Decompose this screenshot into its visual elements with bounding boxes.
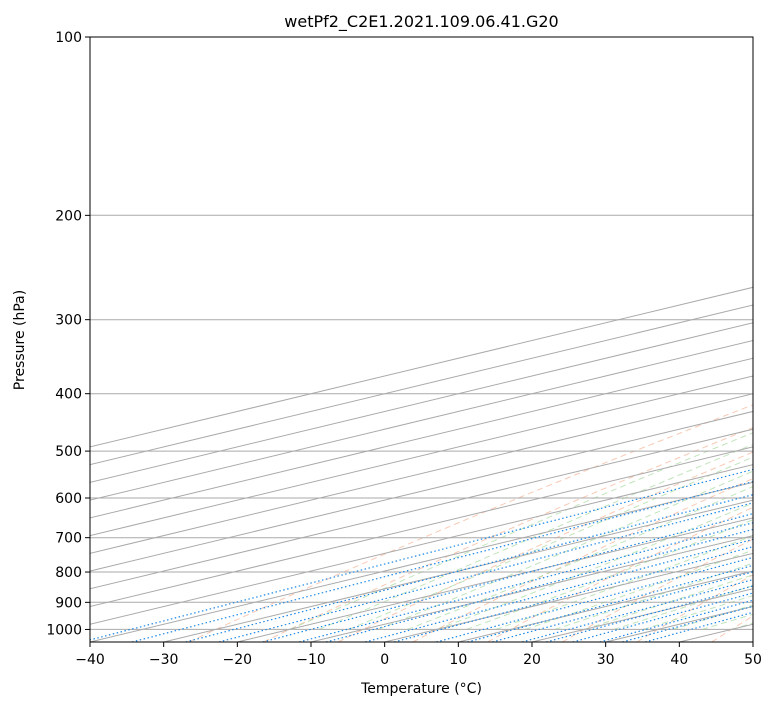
mixing-ratio-line xyxy=(645,611,753,642)
x-tick-label: −40 xyxy=(75,652,105,668)
isotherm-line xyxy=(90,393,753,554)
mixing-ratio-line xyxy=(325,528,753,642)
isotherm-line xyxy=(90,464,753,625)
y-tick-label: 800 xyxy=(55,565,82,581)
mixing-ratio-line xyxy=(218,502,753,642)
y-tick-label: 1000 xyxy=(46,622,82,638)
mixing-ratio-line xyxy=(185,494,753,642)
moist-adiabat xyxy=(495,535,753,630)
plot-frame xyxy=(89,36,754,643)
y-tick-label: 100 xyxy=(55,30,82,46)
moist-adiabat xyxy=(377,470,753,630)
dry-adiabat xyxy=(188,404,753,642)
dry-adiabat xyxy=(337,451,753,642)
x-tick-label: −10 xyxy=(296,652,326,668)
y-tick-label: 500 xyxy=(55,444,82,460)
x-axis: −40 −30 −20 −10 0 10 20 30 40 50 xyxy=(75,642,762,668)
moist-adiabat xyxy=(554,562,753,630)
isotherm-line xyxy=(90,322,753,483)
moist-adiabat xyxy=(318,443,753,630)
mixing-ratio-line xyxy=(365,538,753,642)
y-tick-label: 600 xyxy=(55,491,82,507)
y-tick-label: 400 xyxy=(55,387,82,403)
y-axis: 1000 900 800 700 600 500 400 300 200 100 xyxy=(46,30,90,638)
x-axis-label: Temperature (°C) xyxy=(360,681,482,697)
isotherm-line xyxy=(163,499,753,642)
y-axis-label: Pressure (hPa) xyxy=(12,290,28,390)
x-tick-label: 10 xyxy=(449,652,467,668)
mixing-ratio-line xyxy=(299,522,753,642)
x-tick-label: 40 xyxy=(670,652,688,668)
isotherm-line xyxy=(90,286,753,448)
x-tick-label: −20 xyxy=(223,652,253,668)
x-tick-label: −30 xyxy=(149,652,179,668)
moist-adiabat xyxy=(407,486,753,630)
isotherm-line xyxy=(90,410,753,572)
moist-adiabat xyxy=(289,432,753,630)
mixing-ratio-line xyxy=(262,513,753,642)
isotherm-line xyxy=(90,446,753,608)
y-tick-label: 200 xyxy=(55,208,82,224)
isotherm-line xyxy=(237,517,753,642)
x-tick-label: 20 xyxy=(523,652,541,668)
y-tick-label: 900 xyxy=(55,595,82,611)
isotherm-line xyxy=(90,428,753,590)
y-tick-label: 700 xyxy=(55,531,82,547)
x-tick-label: 30 xyxy=(597,652,615,668)
x-tick-label: 50 xyxy=(744,652,762,668)
mixing-ratio-line xyxy=(599,599,753,642)
isotherm-line xyxy=(90,481,753,642)
y-tick-label: 300 xyxy=(55,313,82,329)
mixing-ratio-line xyxy=(622,605,753,642)
x-tick-label: 0 xyxy=(380,652,389,668)
dry-adiabat xyxy=(412,477,753,642)
dry-adiabat xyxy=(562,538,753,642)
mixing-ratio-line xyxy=(394,546,753,642)
mixing-ratio-line xyxy=(131,481,753,642)
background-lines xyxy=(90,37,753,642)
isotherm-line xyxy=(310,535,753,642)
moist-adiabat xyxy=(466,519,753,630)
mixing-ratio-line xyxy=(90,468,753,641)
isotherm-line xyxy=(90,304,753,466)
chart-title: wetPf2_C2E1.2021.109.06.41.G20 xyxy=(284,12,558,32)
